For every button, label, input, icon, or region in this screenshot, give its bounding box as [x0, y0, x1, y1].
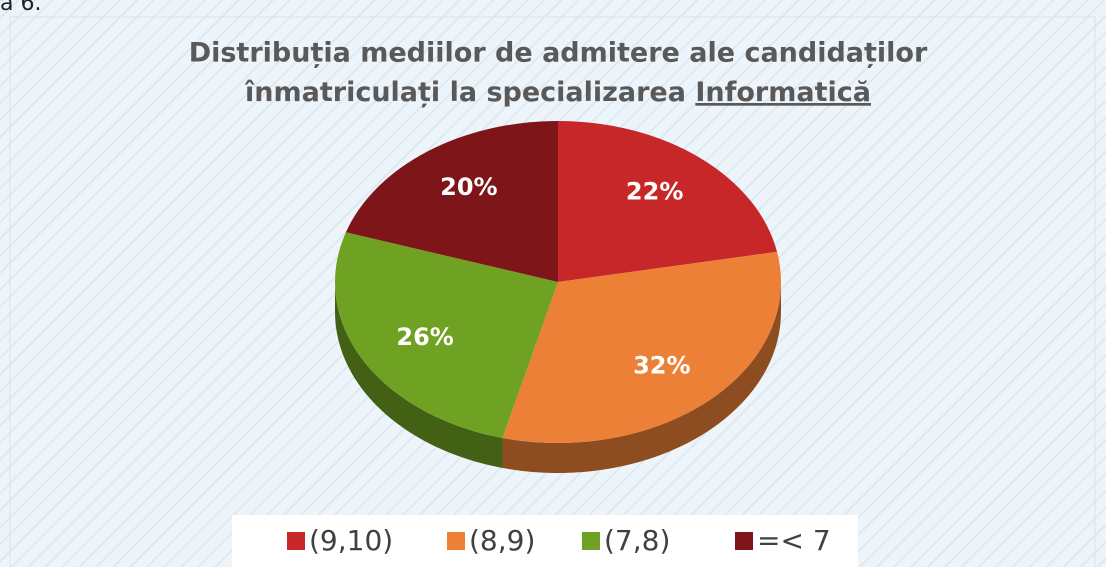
title-part: înmatriculați la specializarea: [244, 77, 686, 108]
legend-swatch: [735, 532, 753, 550]
slice: [335, 232, 558, 438]
legend-label: =< 7: [757, 524, 831, 557]
data-label: 32%: [633, 352, 690, 380]
legend-label: (8,9): [469, 524, 535, 557]
legend-label: (9,10): [309, 524, 393, 557]
corner-text: a 6.: [0, 0, 41, 16]
slice: [502, 251, 781, 444]
data-label: 20%: [440, 173, 497, 201]
slice: [558, 121, 778, 282]
legend: [232, 515, 858, 571]
chart-title: Distribuția mediilor de admitere ale can…: [189, 38, 928, 69]
legend-swatch: [287, 532, 305, 550]
slice: [345, 121, 558, 282]
chart-title: înmatriculați la specializarea Informati…: [244, 77, 871, 108]
title-part: Informatică: [695, 77, 871, 108]
slice-side: [502, 282, 781, 473]
slice-side: [335, 282, 503, 468]
legend-swatch: [447, 532, 465, 550]
legend-swatch: [582, 532, 600, 550]
legend-label: (7,8): [604, 524, 670, 557]
data-label: 22%: [626, 178, 683, 206]
data-label: 26%: [396, 323, 453, 351]
